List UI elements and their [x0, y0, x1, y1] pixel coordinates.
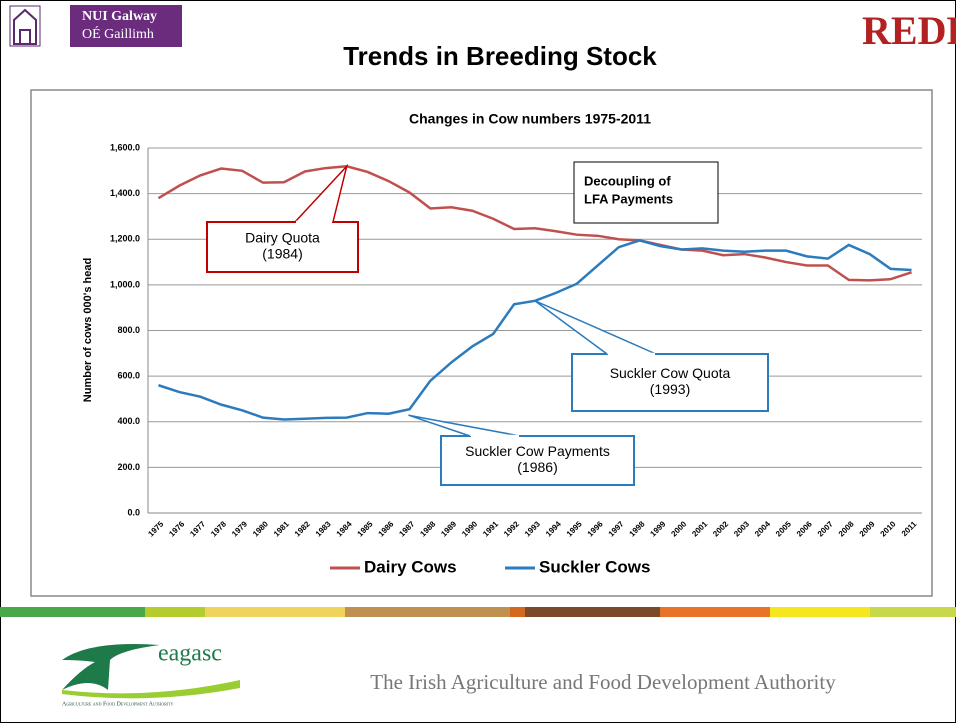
callout-text: Suckler Cow Payments — [465, 443, 610, 459]
callout-text: LFA Payments — [584, 191, 673, 206]
callout-text: (1993) — [650, 381, 690, 397]
band-segment — [145, 607, 205, 617]
y-tick-label: 200.0 — [117, 462, 140, 472]
nui-logo: NUI Galway OÉ Gaillimh — [9, 5, 182, 47]
tagline: The Irish Agriculture and Food Developme… — [370, 670, 836, 694]
brand: REDP — [862, 8, 956, 53]
y-tick-label: 1,200.0 — [110, 234, 140, 244]
callout-text: (1986) — [517, 459, 557, 475]
band-segment — [0, 607, 145, 617]
legend-label: Dairy Cows — [364, 557, 457, 576]
color-band — [0, 607, 956, 617]
band-segment — [870, 607, 956, 617]
callout-box — [571, 353, 769, 412]
chart-frame — [30, 89, 933, 597]
y-tick-label: 0.0 — [127, 507, 140, 517]
band-segment — [345, 607, 510, 617]
callout: Suckler Cow Quota(1993) — [534, 300, 769, 412]
y-axis-label: Number of cows 000's head — [82, 258, 94, 402]
callout-box — [573, 161, 719, 224]
chart-title: Changes in Cow numbers 1975-2011 — [409, 111, 651, 127]
logo-box — [70, 5, 182, 47]
callout: Dairy Quota(1984) — [206, 163, 359, 273]
band-segment — [205, 607, 345, 617]
callout-text: Dairy Quota — [245, 230, 320, 246]
callout-pointer — [294, 163, 349, 223]
y-tick-label: 800.0 — [117, 325, 140, 335]
band-segment — [660, 607, 770, 617]
band-segment — [770, 607, 870, 617]
y-tick-label: 1,600.0 — [110, 142, 140, 152]
callout-pointer — [534, 300, 657, 355]
logo-swoosh — [62, 644, 160, 690]
callout-text: Suckler Cow Quota — [610, 365, 731, 381]
band-segment — [510, 607, 525, 617]
callout-box — [206, 221, 359, 273]
callout-box — [440, 435, 635, 486]
y-tick-label: 1,400.0 — [110, 188, 140, 198]
logo-text: eagasc — [158, 641, 222, 667]
callout-text: (1984) — [262, 246, 302, 262]
series-line — [157, 164, 912, 282]
legend-label: Suckler Cows — [539, 557, 651, 576]
callout-text: Decoupling of — [584, 173, 671, 188]
y-tick-label: 600.0 — [117, 371, 140, 381]
band-segment — [525, 607, 660, 617]
callout: Decoupling of LFA Payments — [573, 161, 719, 224]
tower-shape — [13, 8, 37, 45]
logo-line: OÉ Gaillimh — [82, 25, 154, 42]
y-tick-label: 1,000.0 — [110, 279, 140, 289]
teagasc-logo: eagasc Agriculture and Food Development … — [62, 641, 240, 707]
slide-title: Trends in Breeding Stock — [343, 41, 657, 71]
callout: Suckler Cow Payments(1986) — [408, 414, 635, 486]
y-tick-label: 400.0 — [117, 416, 140, 426]
logo-line: NUI Galway — [82, 9, 157, 24]
logo-subtitle: Agriculture and Food Development Authori… — [62, 701, 174, 707]
callout-pointer — [408, 414, 521, 437]
logo-swoosh — [62, 680, 240, 699]
